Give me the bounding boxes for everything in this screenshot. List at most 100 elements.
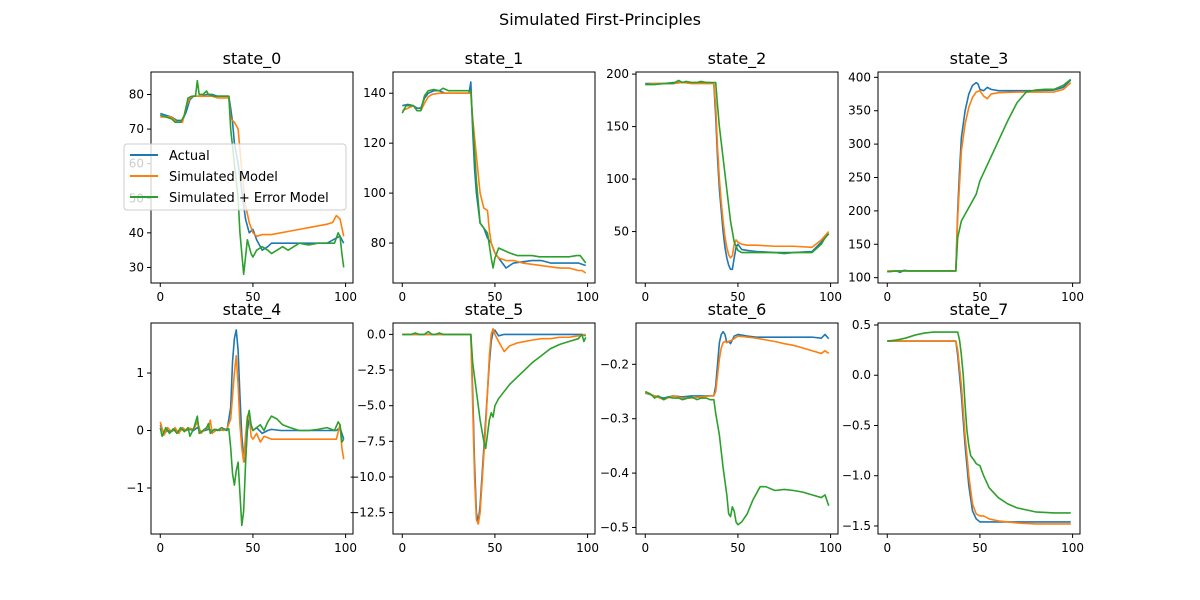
subplot-title: state_5 [465, 300, 524, 320]
series-line-simulated-error-model [887, 331, 1071, 514]
y-tick-label: 100 [848, 271, 871, 285]
series-line-simulated-model [160, 95, 345, 238]
y-tick-label: −2.5 [357, 363, 386, 377]
subplot-title: state_4 [223, 300, 282, 320]
legend-entry: Actual [169, 149, 210, 164]
y-tick-label: 70 [129, 122, 144, 136]
series-line-actual [887, 79, 1072, 274]
y-tick-label: 30 [129, 260, 144, 274]
y-tick-label: 100 [606, 172, 629, 186]
subplot-title: state_1 [465, 49, 524, 69]
subplot-state-5: 0 50 100 −12.5 −10.0 −7.5 −5.0 −2.5 0.0 state_5 [349, 300, 599, 555]
y-tick-label: 0.0 [367, 327, 386, 341]
x-tick-label: 100 [1061, 541, 1084, 555]
y-tick-label: 200 [606, 67, 629, 81]
x-tick-label: 50 [245, 290, 260, 304]
y-tick-label: −1 [126, 481, 144, 495]
series-line-simulated-model [645, 335, 830, 401]
legend-entry: Simulated Model [169, 170, 278, 185]
subplot-title: state_7 [950, 300, 1009, 320]
y-tick-label: 80 [371, 236, 386, 250]
axes-frame [635, 322, 839, 535]
x-tick-label: 100 [1061, 290, 1084, 304]
subplot-state-7: 0 50 100 −1.5 −1.0 −0.5 0.0 0.5 state_7 [842, 300, 1084, 555]
x-tick-label: 50 [487, 541, 502, 555]
y-tick-label: 200 [848, 204, 871, 218]
x-tick-label: 100 [819, 541, 842, 555]
x-tick-label: 0 [398, 290, 406, 304]
x-tick-label: 0 [156, 290, 164, 304]
y-tick-label: 140 [363, 86, 386, 100]
y-tick-label: 50 [614, 225, 629, 239]
subplot-title: state_3 [950, 49, 1009, 69]
y-tick-label: −12.5 [349, 506, 386, 520]
x-tick-label: 100 [334, 541, 357, 555]
y-tick-label: 100 [363, 186, 386, 200]
y-tick-label: 150 [848, 237, 871, 251]
subplot-state-4: 0 50 100 −1 0 1 state_4 [126, 300, 357, 555]
subplot-title: state_2 [708, 49, 767, 69]
axes-frame [392, 71, 596, 284]
series-line-simulated-error-model [159, 409, 345, 527]
axes-frame [877, 322, 1081, 535]
subplot-state-2: 0 50 100 50 100 150 200 state_2 [606, 49, 842, 304]
x-tick-label: 0 [398, 541, 406, 555]
y-tick-label: −0.5 [600, 520, 629, 534]
y-tick-label: −1.5 [842, 519, 871, 533]
y-tick-label: 120 [363, 136, 386, 150]
y-tick-label: −0.5 [842, 418, 871, 432]
series-line-simulated-model [159, 354, 345, 463]
legend-entry: Simulated + Error Model [169, 191, 329, 206]
y-tick-label: 0 [136, 424, 144, 438]
y-tick-label: −5.0 [357, 399, 386, 413]
axes-frame [392, 322, 596, 535]
x-tick-label: 50 [972, 541, 987, 555]
subplot-title: state_6 [708, 300, 767, 320]
x-tick-label: 100 [819, 290, 842, 304]
axes-frame [877, 71, 1081, 284]
x-tick-label: 50 [730, 290, 745, 304]
y-tick-label: −7.5 [357, 434, 386, 448]
series-line-actual [159, 329, 345, 463]
subplot-state-6: 0 50 100 −0.5 −0.4 −0.3 −0.2 state_6 [600, 300, 842, 555]
y-tick-label: 350 [848, 104, 871, 118]
legend-box [123, 143, 347, 211]
x-tick-label: 0 [641, 290, 649, 304]
series-line-simulated-error-model [402, 330, 587, 450]
series-line-simulated-model [401, 92, 587, 274]
x-tick-label: 0 [883, 541, 891, 555]
y-tick-label: 300 [848, 137, 871, 151]
subplot-state-3: 0 50 100 100 150 200 250 300 350 400 state_3 [848, 49, 1084, 304]
x-tick-label: 100 [576, 290, 599, 304]
x-tick-label: 50 [730, 541, 745, 555]
series-line-actual [645, 330, 830, 399]
series-line-simulated-model [887, 340, 1071, 525]
series-line-simulated-model [402, 327, 586, 525]
legend: Actual Simulated Model Simulated + Error M… [123, 143, 347, 211]
y-tick-label: 80 [129, 87, 144, 101]
y-tick-label: 40 [129, 226, 144, 240]
y-tick-label: 400 [848, 70, 871, 84]
x-tick-label: 0 [883, 290, 891, 304]
y-tick-label: 150 [606, 120, 629, 134]
series-line-simulated-model [887, 82, 1072, 272]
y-tick-label: 0.0 [852, 368, 871, 382]
x-tick-label: 100 [334, 290, 357, 304]
subplot-title: state_0 [223, 49, 282, 69]
subplot-state-1: 0 50 100 80 100 120 140 state_1 [363, 49, 599, 304]
x-tick-label: 50 [972, 290, 987, 304]
x-tick-label: 100 [576, 541, 599, 555]
y-tick-label: −1.0 [842, 469, 871, 483]
axes-frame [635, 71, 839, 284]
y-tick-label: 0.5 [852, 318, 871, 332]
y-tick-label: 250 [848, 171, 871, 185]
series-line-simulated-error-model [401, 87, 587, 269]
series-line-simulated-error-model [887, 78, 1072, 273]
series-line-simulated-model [645, 81, 830, 259]
x-tick-label: 0 [641, 541, 649, 555]
subplot-grid: 050100304050607080state_0050100801001201… [126, 49, 1084, 555]
y-tick-label: −0.2 [600, 357, 629, 371]
x-tick-label: 50 [245, 541, 260, 555]
series-line-actual [402, 329, 587, 524]
